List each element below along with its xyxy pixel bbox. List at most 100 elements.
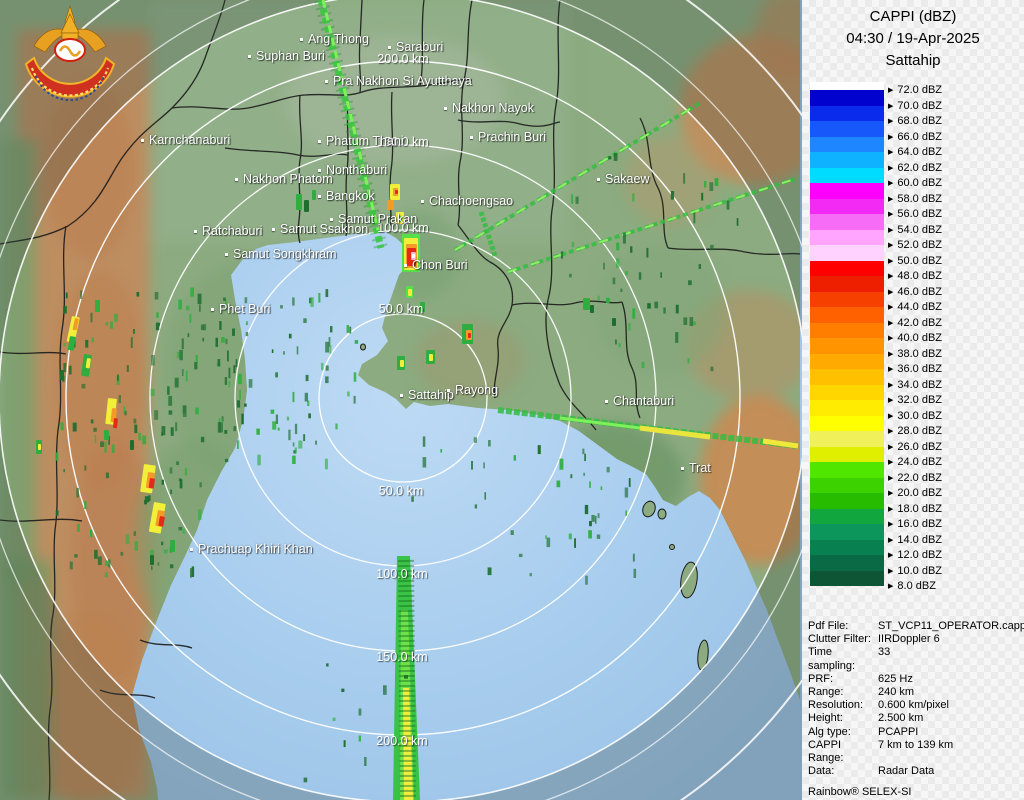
legend-tick-arrow-icon: ▶ [888,459,894,466]
legend-tick-arrow-icon: ▶ [888,226,894,234]
legend-tick-label: ▶ 44.0 dBZ [888,301,943,313]
islands [360,343,709,671]
legend-tick-arrow-icon: ▶ [888,490,894,497]
info-label: Pdf File: [808,620,849,632]
legend-swatch [810,322,884,338]
legend-tick-arrow-icon: ▶ [888,118,894,125]
legend-tick-label: ▶ 36.0 dBZ [888,363,943,375]
city-marker: Sakaew [597,172,649,186]
city-marker: Phet Buri [211,302,270,316]
legend-swatch [810,338,884,354]
legend-tick-label: ▶ 48.0 dBZ [888,270,943,282]
scan-info-row: Resolution: 0.600 km/pixel [808,699,1022,712]
legend-swatch [810,136,884,152]
legend-tick-label: ▶ 72.0 dBZ [888,84,943,96]
city-marker: Rayong [447,383,498,397]
legend-tick-label: ▶ 38.0 dBZ [888,347,943,360]
legend-tick-arrow-icon: ▶ [888,412,894,420]
city-marker: Saraburi [388,40,443,54]
legend-tick-arrow-icon: ▶ [888,242,894,249]
radar-map-canvas [0,0,802,800]
legend-swatch [810,105,884,121]
legend-swatch [810,446,884,462]
city-dot-icon [211,308,214,311]
range-ring-label: 150.0 km [377,135,429,149]
legend-tick-arrow-icon: ▶ [888,521,894,528]
info-label: Range: [808,686,844,699]
info-value: PCAPPI [878,725,919,738]
storm-cells [36,184,616,565]
legend-colorbar [810,90,884,586]
city-dot-icon [421,200,424,203]
legend-tick-arrow-icon: ▶ [888,211,894,218]
city-marker: Samut Prakan [330,212,417,226]
legend-swatch [810,90,884,106]
radar-site-name: Sattahip [885,52,941,69]
info-value: 7 km to 139 km [878,738,954,751]
legend-swatch [810,477,884,493]
city-dot-icon [248,55,251,58]
legend-swatch [810,384,884,400]
city-dot-icon [272,228,275,231]
legend-tick-label: ▶ 18.0 dBZ [888,502,943,515]
legend-tick-arrow-icon: ▶ [888,288,894,296]
info-value: 625 Hz [878,672,913,685]
legend-tick-arrow-icon: ▶ [888,366,894,373]
legend-tick-label: ▶ 60.0 dBZ [888,177,943,189]
legend-tick-label: ▶ 40.0 dBZ [888,332,943,344]
city-dot-icon [597,178,600,181]
legend-swatch [810,555,884,571]
legend-tick-label: ▶ 10.0 dBZ [888,564,943,577]
info-value: IIRDoppler 6 [878,633,940,646]
legend-tick-arrow-icon: ▶ [888,149,894,156]
legend-tick-label: ▶ 12.0 dBZ [888,549,943,561]
vendor-footer: Rainbow® SELEX-SI [808,786,912,799]
legend-swatch [810,167,884,183]
city-marker: Pra Nakhon Si Ayutthaya [325,74,472,88]
product-title: CAPPI (dBZ) [869,8,957,25]
info-value: 33 [878,646,891,659]
info-label: Alg type: [808,725,851,738]
scan-info-row: Range: 240 km [808,686,1022,699]
city-dot-icon [141,139,144,142]
radar-map: Ang Thong Saraburi Suphan Buri Pra Nakhon S… [0,0,802,800]
scan-info-row: Pdf File: ST_VCP11_OPERATOR.cappi [808,620,1024,633]
legend-tick-label: ▶ 20.0 dBZ [888,487,943,499]
legend-swatch [810,431,884,447]
legend-tick-arrow-icon: ▶ [888,567,894,575]
legend-tick-label: ▶ 46.0 dBZ [888,285,943,298]
legend-tick-label: ▶ 34.0 dBZ [888,378,943,391]
scan-info-row: CAPPI Range: 7 km to 139 km [808,739,1022,765]
legend-tick-label: ▶ 66.0 dBZ [888,130,943,143]
info-label: Time sampling: [808,646,856,672]
scan-info-row: Data: Radar Data [808,765,1022,778]
city-marker: Chon Buri [404,258,468,272]
city-dot-icon [318,140,321,143]
city-dot-icon [190,548,193,551]
legend-tick-label: ▶ 54.0 dBZ [888,223,943,236]
legend-tick-arrow-icon: ▶ [888,552,894,559]
legend-swatch [810,198,884,214]
legend-swatch [810,353,884,369]
city-dot-icon [605,400,608,403]
legend-tick-label: ▶ 22.0 dBZ [888,471,943,484]
legend-swatch [810,214,884,230]
legend-tick-label: ▶ 28.0 dBZ [888,425,943,437]
info-value: 240 km [878,686,915,699]
legend-tick-label: ▶ 32.0 dBZ [888,394,943,406]
legend-tick-arrow-icon: ▶ [888,195,894,203]
legend-tick-arrow-icon: ▶ [888,273,894,280]
city-marker: Samut Ssakhon [272,222,368,236]
legend-tick-label: ▶ 14.0 dBZ [888,533,943,546]
info-value: Radar Data [878,765,935,778]
legend-tick-arrow-icon: ▶ [888,180,894,187]
range-ring-label: 50.0 km [378,302,424,316]
legend-tick-label: ▶ 26.0 dBZ [888,440,943,453]
legend-tick-label: ▶ 24.0 dBZ [888,456,943,468]
city-dot-icon [400,394,403,397]
city-marker: Phatum Thani [318,134,404,148]
city-marker: Prachin Buri [470,130,546,144]
legend-tick-arrow-icon: ▶ [888,102,894,110]
legend-tick-arrow-icon: ▶ [888,443,894,451]
